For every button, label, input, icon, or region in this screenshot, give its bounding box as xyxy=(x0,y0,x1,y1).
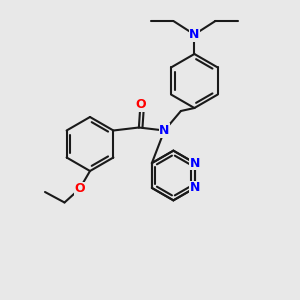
Text: N: N xyxy=(189,28,200,41)
Text: N: N xyxy=(159,124,170,137)
Text: N: N xyxy=(190,182,200,194)
Text: O: O xyxy=(135,98,146,112)
Text: N: N xyxy=(190,157,200,169)
Text: O: O xyxy=(74,182,85,196)
